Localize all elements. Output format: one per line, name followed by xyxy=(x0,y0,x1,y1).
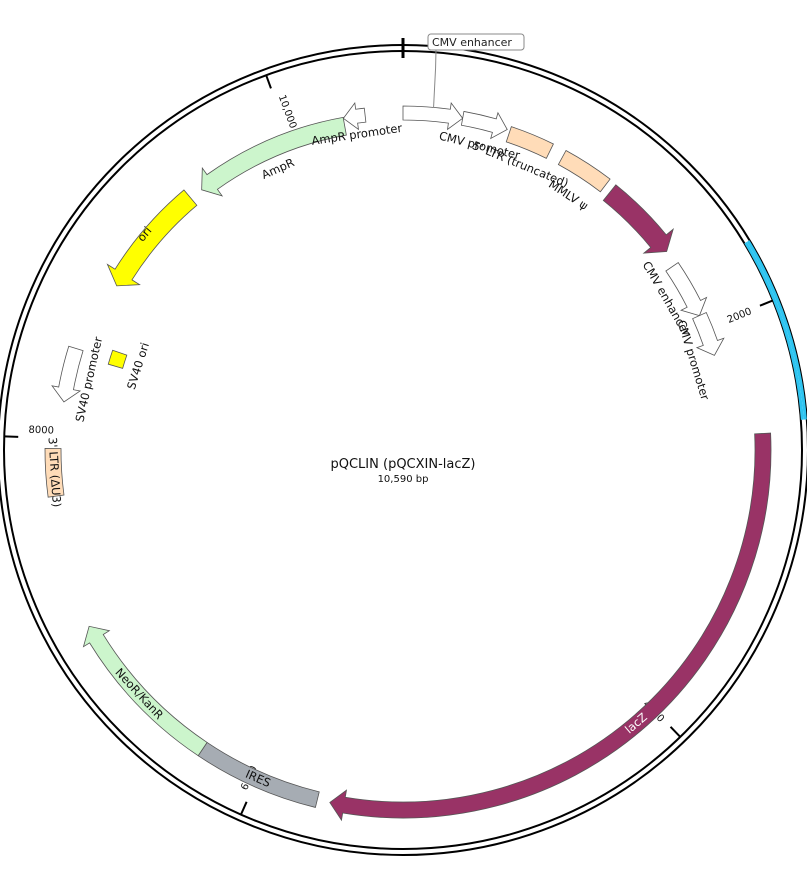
backbone-inner-ring xyxy=(3,50,803,850)
feature-label-cmv-enhancer-1: CMV enhancer xyxy=(432,36,512,49)
highlight-band-1 xyxy=(746,240,807,420)
tick-mark-2000 xyxy=(759,299,774,307)
plasmid-length: 10,590 bp xyxy=(378,474,429,485)
callout-leader xyxy=(433,49,437,108)
feature-cmv-enhancer-1 xyxy=(402,102,464,131)
highlight-region xyxy=(744,240,807,420)
feature-sv40-promoter xyxy=(51,345,84,403)
feature-ltr3 xyxy=(44,448,65,498)
feature-sv40-ori xyxy=(107,349,128,369)
feature-label-ltr3: 3' LTR (ΔU3) xyxy=(45,437,63,508)
feature-neor xyxy=(82,625,208,757)
feature-label-sv40-ori: SV40 ori xyxy=(124,341,152,391)
feature-cmv-promoter-1 xyxy=(460,110,508,140)
tick-label-2000: 2000 xyxy=(726,306,754,326)
tick-label-10000: 10,000 xyxy=(276,93,298,130)
tick-mark-6000 xyxy=(240,801,248,816)
feature-gag xyxy=(602,184,674,254)
highlight-band-0 xyxy=(744,241,804,420)
plasmid-name: pQCLIN (pQCXIN-lacZ) xyxy=(331,457,476,472)
feature-arrows xyxy=(44,102,772,822)
callout-box xyxy=(427,33,525,51)
feature-ampr xyxy=(201,116,347,197)
tick-label-8000: 8000 xyxy=(28,425,54,437)
feature-ori xyxy=(106,189,198,287)
feature-label-neor: NeoR/KanR xyxy=(112,665,166,722)
feature-mmlv-psi xyxy=(557,149,611,193)
feature-ltr5 xyxy=(505,126,554,159)
feature-lacz xyxy=(329,432,772,822)
tick-mark-4000 xyxy=(669,726,682,738)
tick-mark-10000 xyxy=(265,74,272,89)
feature-cmv-promoter-2 xyxy=(692,311,725,356)
feature-cmv-enhancer-2 xyxy=(665,262,708,317)
feature-ampr-promoter xyxy=(342,102,367,131)
